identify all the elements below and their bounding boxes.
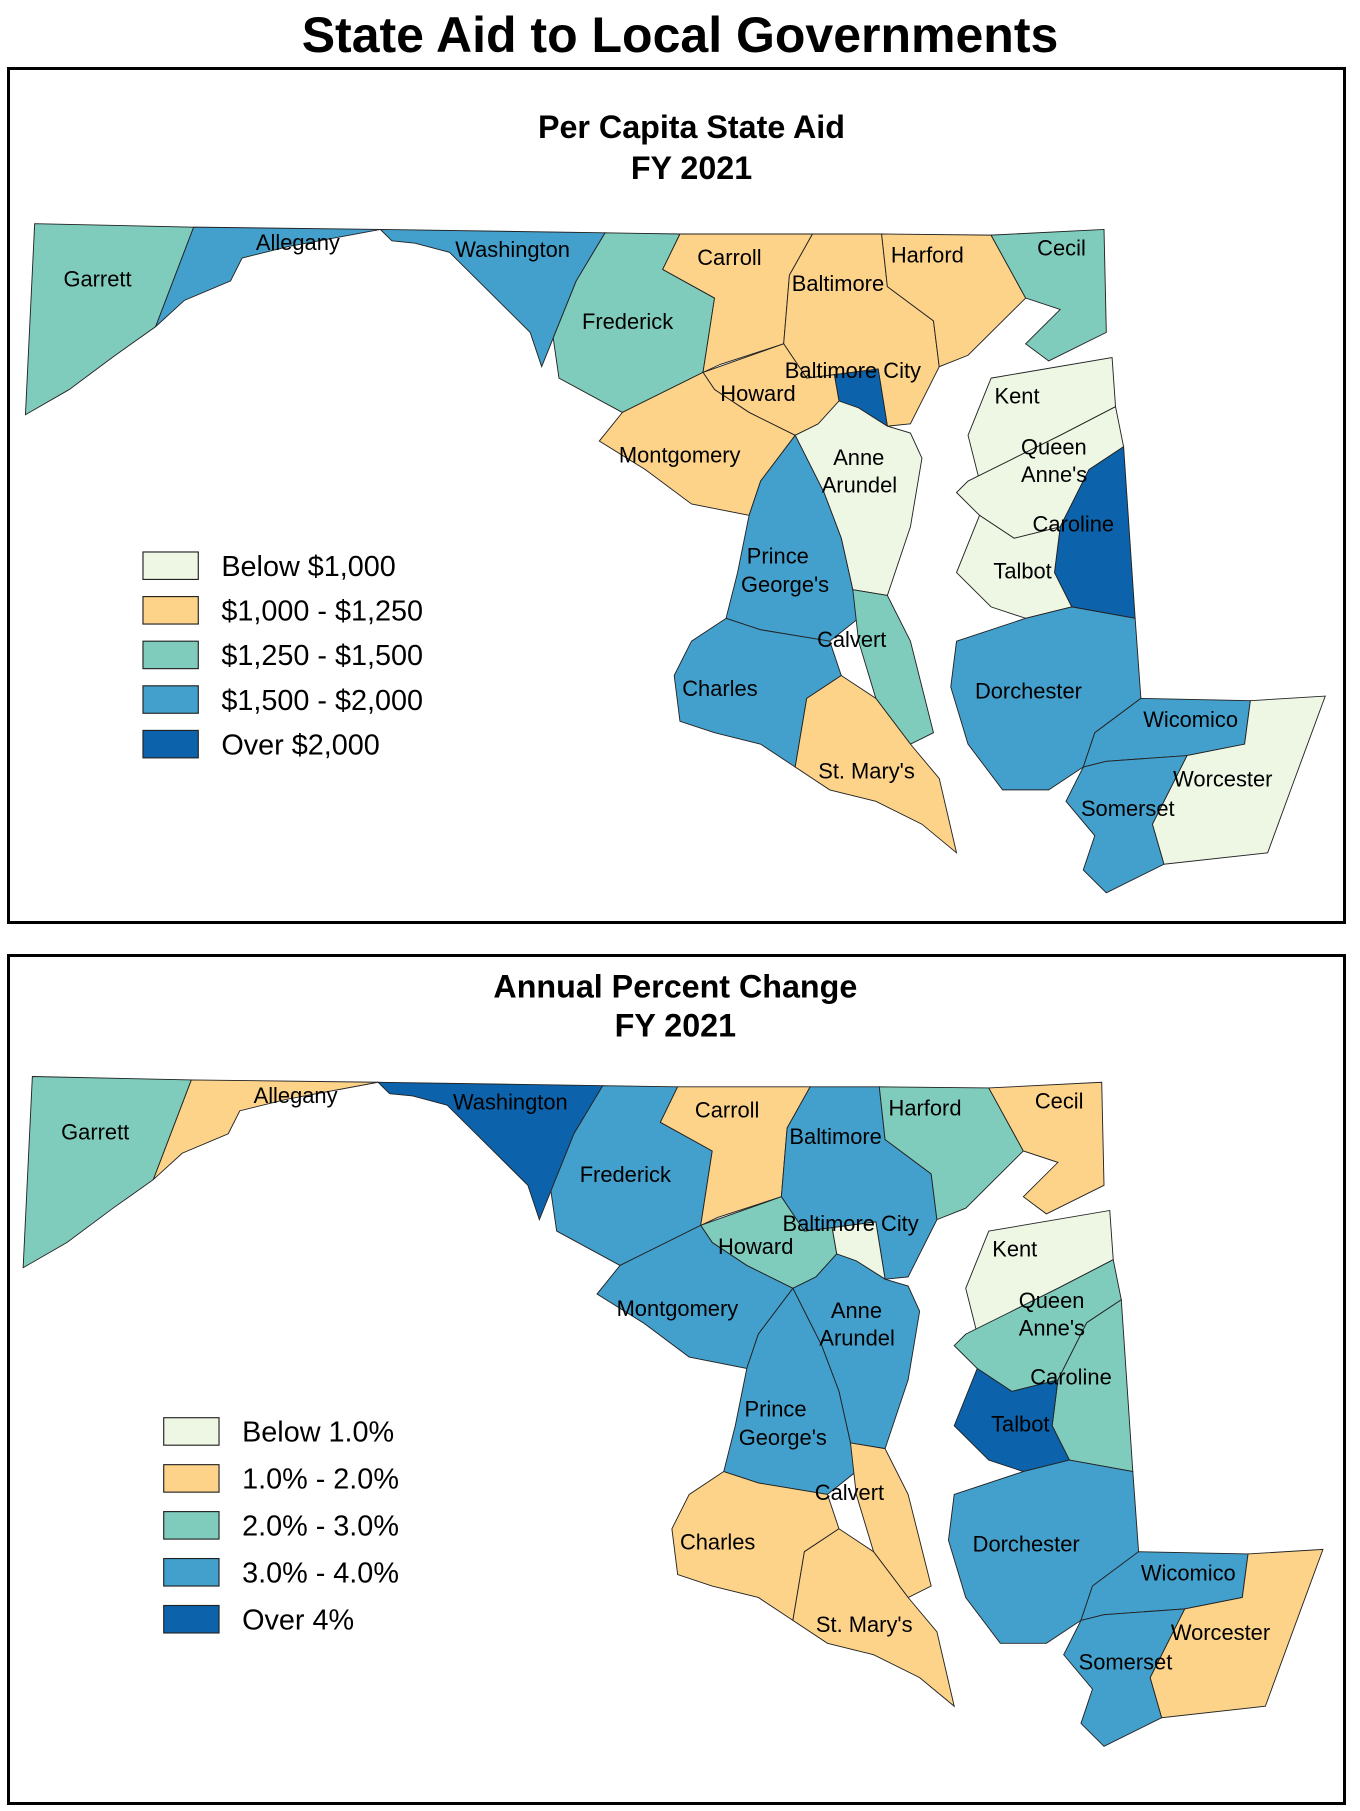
legend-label: $1,500 - $2,000 (221, 685, 423, 717)
county-label-dorchester: Dorchester (975, 678, 1082, 703)
county-label-charles: Charles (682, 676, 757, 701)
legend-swatch-c1 (163, 1417, 220, 1446)
county-label-caroline: Caroline (1033, 511, 1114, 536)
county-label-washington: Washington (455, 237, 570, 262)
county-label-wicomico: Wicomico (1143, 707, 1238, 732)
county-label-kent: Kent (992, 1236, 1037, 1261)
legend-label: 1.0% - 2.0% (242, 1464, 399, 1496)
county-label-frederick: Frederick (580, 1162, 671, 1187)
legend-label: $1,000 - $1,250 (221, 596, 423, 628)
county-label-prince-george-s: Prince (747, 543, 809, 568)
county-st-mary-s (792, 1528, 955, 1708)
county-calvert (849, 1442, 932, 1599)
county-label-howard: Howard (718, 1234, 793, 1259)
county-label-calvert: Calvert (815, 1480, 884, 1505)
county-label-washington: Washington (453, 1090, 568, 1115)
panel-title: Per Capita State Aid (538, 109, 845, 145)
county-label-charles: Charles (680, 1529, 755, 1554)
legend-swatch-c2 (163, 1464, 220, 1493)
county-label-allegany: Allegany (254, 1083, 338, 1108)
county-label-allegany: Allegany (256, 230, 340, 255)
county-allegany (152, 1079, 379, 1180)
legend-swatch-c1 (142, 551, 199, 581)
county-label-queen-anne-s-line2: Anne's (1021, 462, 1087, 487)
legend-label: 3.0% - 4.0% (242, 1558, 399, 1590)
legend-swatch-c5 (163, 1604, 220, 1634)
legend-swatch-c2 (142, 596, 199, 625)
county-label-baltimore: Baltimore (792, 271, 884, 296)
legend-swatch-c4 (142, 685, 199, 714)
legend-label: Below 1.0% (242, 1417, 394, 1449)
county-garrett (24, 223, 195, 416)
legend-label: Over 4% (242, 1605, 354, 1637)
county-label-dorchester: Dorchester (973, 1532, 1080, 1557)
county-label-cecil: Cecil (1035, 1089, 1084, 1114)
county-charles (673, 617, 842, 768)
county-label-queen-anne-s: Queen (1021, 435, 1087, 460)
county-label-montgomery: Montgomery (617, 1296, 739, 1321)
county-label-harford: Harford (891, 243, 964, 268)
county-label-garrett: Garrett (61, 1120, 129, 1145)
county-label-worcester: Worcester (1173, 767, 1272, 792)
county-cecil (988, 1081, 1105, 1215)
legend-swatch-c3 (163, 1511, 220, 1540)
county-label-calvert: Calvert (817, 627, 886, 652)
county-label-talbot: Talbot (993, 558, 1051, 583)
county-somerset (1063, 1608, 1186, 1747)
legend-swatch-c4 (163, 1557, 220, 1587)
percent-change-map: Annual Percent Change FY 2021 Garrett All… (22, 969, 1324, 1747)
county-label-worcester: Worcester (1171, 1620, 1270, 1645)
county-label-baltimore-city: Baltimore City (783, 1211, 919, 1236)
per-capita-map: Per Capita State Aid FY 2021 Garrett Alle… (24, 109, 1326, 894)
county-label-cecil: Cecil (1037, 236, 1086, 261)
county-label-somerset: Somerset (1081, 796, 1175, 821)
county-label-queen-anne-s: Queen (1019, 1288, 1085, 1313)
county-label-frederick: Frederick (582, 309, 673, 334)
county-label-st-mary-s: St. Mary's (816, 1612, 913, 1637)
legend-label: $1,250 - $1,500 (221, 640, 423, 672)
county-label-carroll: Carroll (695, 1098, 759, 1123)
county-label-anne-arundel-line2: Arundel (819, 1326, 894, 1351)
county-cecil (990, 228, 1107, 362)
legend-swatch-c3 (142, 640, 199, 670)
county-label-baltimore-city: Baltimore City (785, 358, 921, 383)
county-charles (671, 1471, 840, 1622)
panel-title: Annual Percent Change (493, 969, 857, 1005)
county-garrett (22, 1076, 193, 1269)
county-label-prince-george-s-line2: George's (741, 572, 829, 597)
panel-subtitle: FY 2021 (631, 150, 752, 186)
per-capita-map-panel: Per Capita State Aid FY 2021 Garrett Alle… (7, 67, 1346, 924)
county-label-caroline: Caroline (1030, 1365, 1111, 1390)
panel-subtitle: FY 2021 (615, 1008, 736, 1044)
county-label-queen-anne-s-line2: Anne's (1019, 1315, 1085, 1340)
county-label-harford: Harford (889, 1096, 962, 1121)
legend-label: Over $2,000 (221, 730, 379, 762)
county-label-somerset: Somerset (1079, 1650, 1173, 1675)
county-label-st-mary-s: St. Mary's (818, 759, 915, 784)
county-label-carroll: Carroll (697, 245, 761, 270)
county-calvert (852, 589, 935, 745)
county-st-mary-s (794, 674, 958, 855)
county-label-howard: Howard (720, 381, 795, 406)
county-label-baltimore: Baltimore (789, 1124, 881, 1149)
percent-change-map-panel: Annual Percent Change FY 2021 Garrett All… (7, 954, 1346, 1805)
legend-swatch-c5 (142, 729, 199, 759)
county-label-montgomery: Montgomery (619, 443, 741, 468)
legend-label: 2.0% - 3.0% (242, 1511, 399, 1543)
main-title: State Aid to Local Governments (301, 7, 1059, 63)
county-label-anne-arundel: Anne (831, 1298, 882, 1323)
county-label-prince-george-s: Prince (744, 1397, 806, 1422)
county-label-talbot: Talbot (991, 1412, 1049, 1437)
legend-label: Below $1,000 (221, 551, 396, 583)
county-label-anne-arundel-line2: Arundel (822, 473, 897, 498)
county-somerset (1065, 755, 1188, 894)
county-label-wicomico: Wicomico (1141, 1560, 1236, 1585)
county-label-anne-arundel: Anne (833, 445, 884, 470)
county-allegany (155, 226, 381, 327)
county-label-garrett: Garrett (63, 267, 131, 292)
county-label-prince-george-s-line2: George's (739, 1425, 827, 1450)
county-label-kent: Kent (995, 383, 1040, 408)
